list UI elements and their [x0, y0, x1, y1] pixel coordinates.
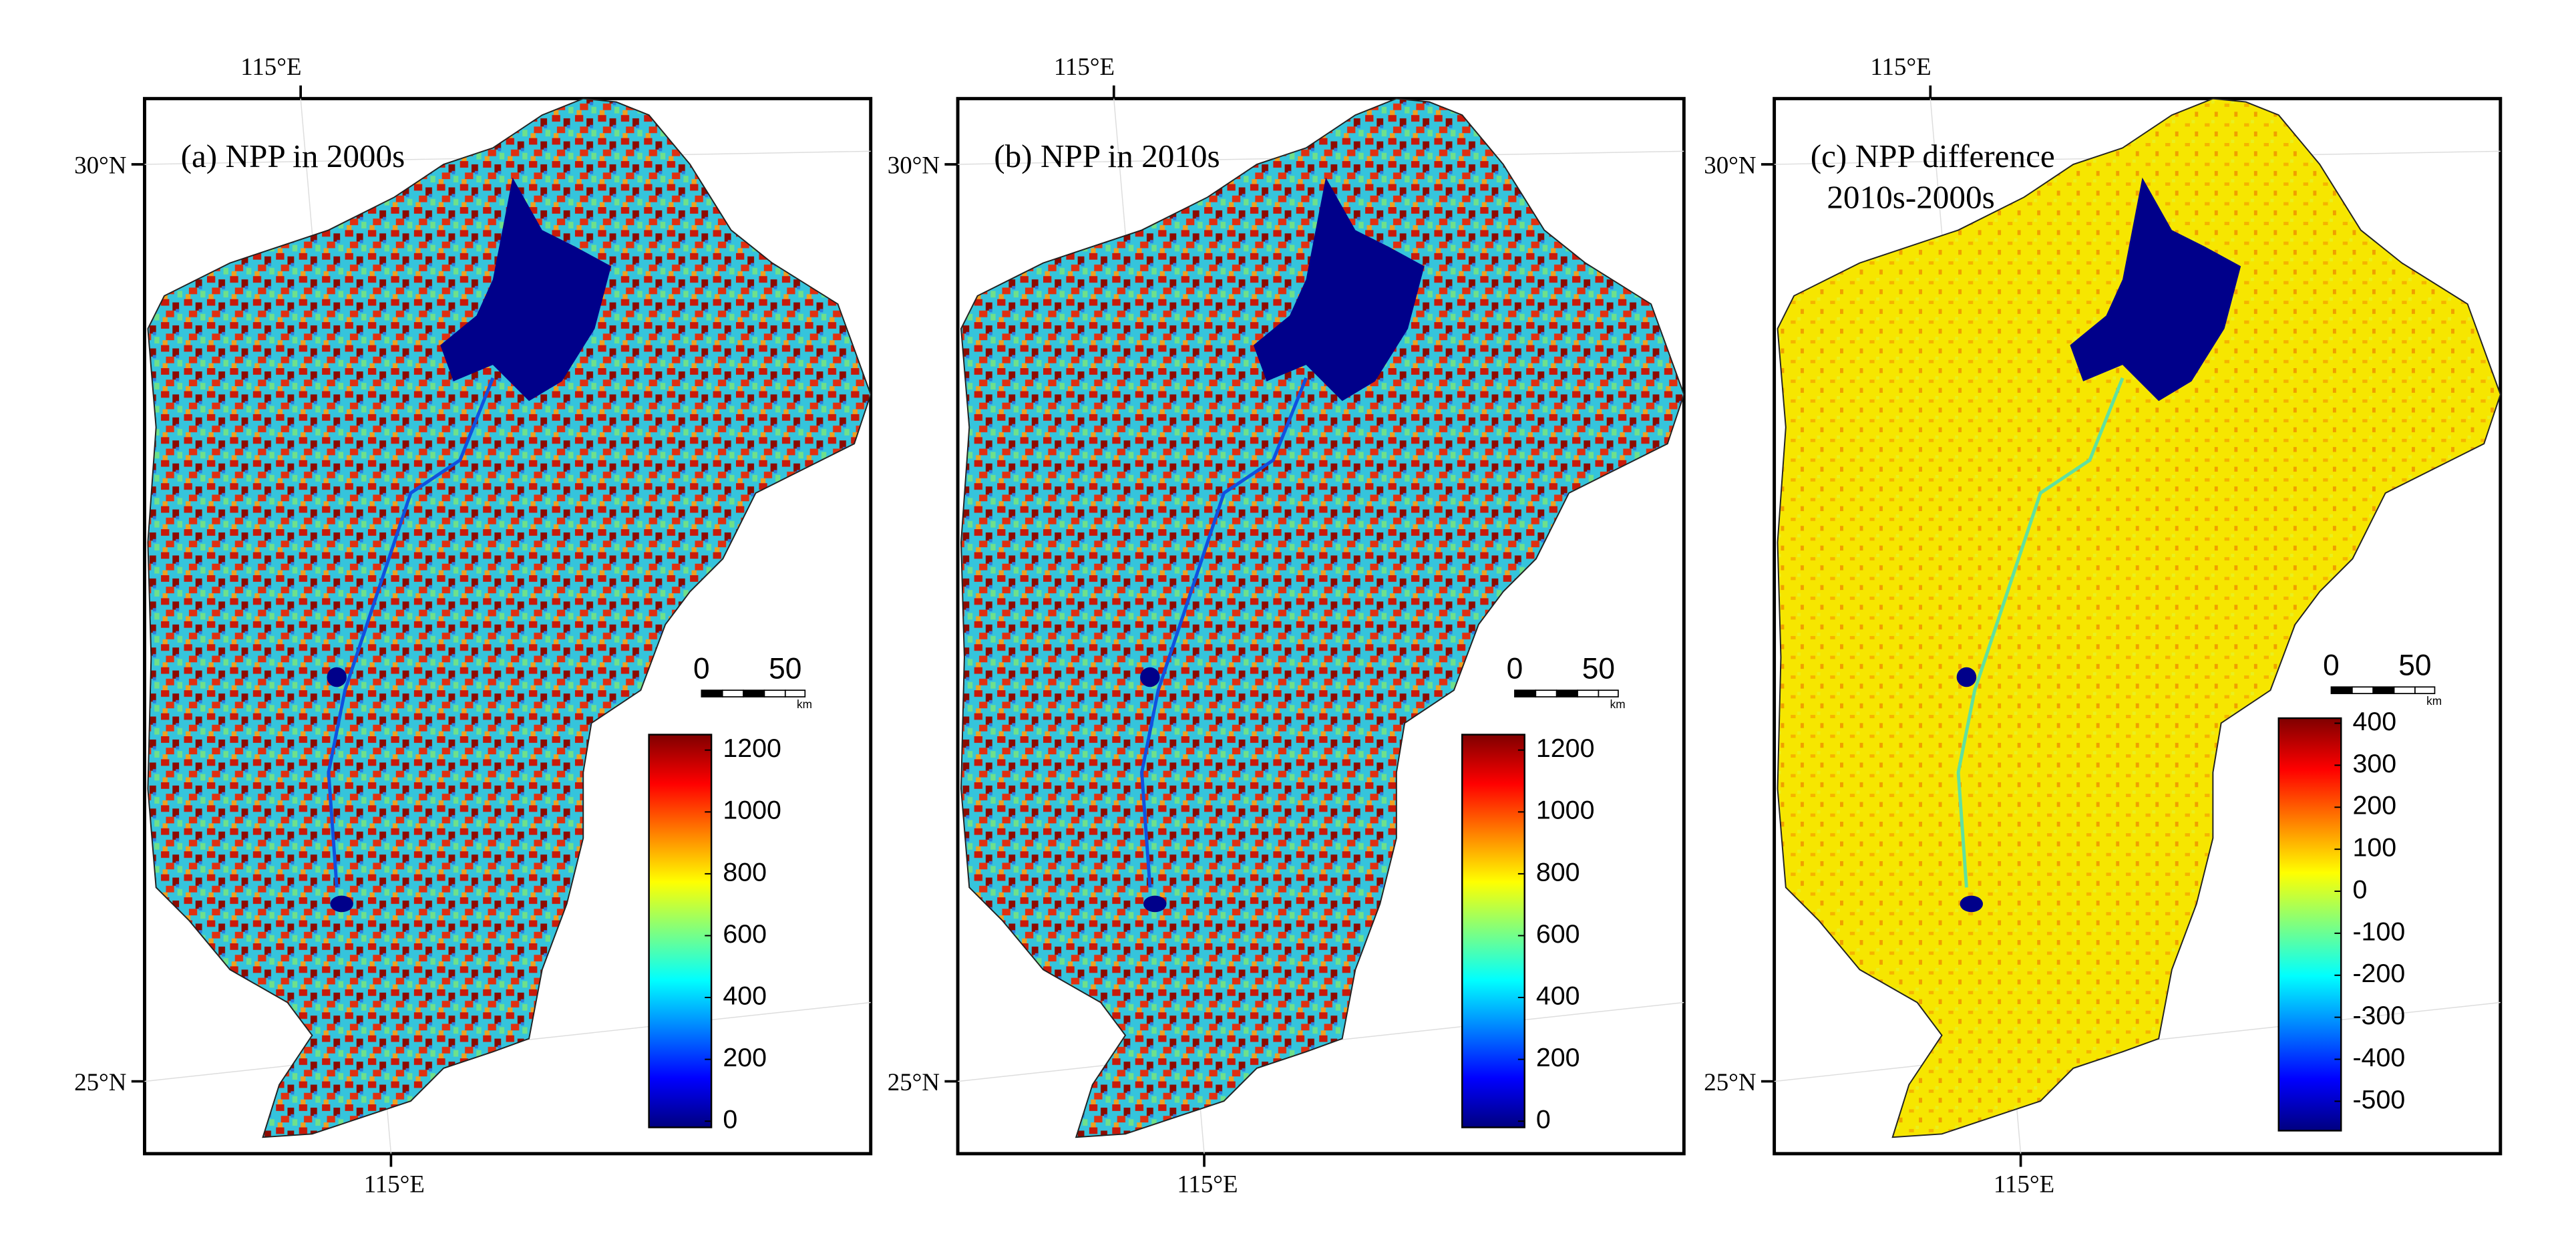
scale-bar-segment — [743, 689, 765, 697]
scale-bar-label: 0 — [1507, 652, 1523, 685]
water-body — [330, 895, 353, 913]
colorbar-tick-label: -200 — [2352, 959, 2405, 988]
lon-label: 115°E — [364, 1170, 425, 1197]
water-body — [1960, 895, 1984, 913]
water-body — [1140, 667, 1160, 687]
lat-label: 25°N — [1704, 1068, 1756, 1096]
river — [327, 377, 495, 888]
colorbar-tick-label: -100 — [2352, 917, 2405, 946]
lon-label: 115°E — [240, 53, 301, 80]
lon-label: 115°E — [1054, 53, 1115, 80]
colorbar-tick-label: 0 — [2352, 875, 2367, 904]
lon-label: 115°E — [1994, 1170, 2054, 1197]
province-map — [960, 98, 1685, 1138]
scale-bar-segment — [2393, 686, 2416, 694]
river — [1140, 377, 1308, 888]
panel-title: (b) NPP in 2010s — [994, 138, 1220, 174]
scale-bar-unit: km — [797, 697, 812, 711]
water-body — [1956, 667, 1977, 687]
panel-title: (a) NPP in 2000s — [181, 138, 405, 174]
scale-bar-segment — [2351, 686, 2374, 694]
map-panel: 115°E 115°E 30°N 25°N (a) NPP in 2000s 0 50 km 0… — [74, 53, 873, 1197]
scale-bar-segment — [721, 689, 744, 697]
colorbar-tick-label: 1200 — [1536, 734, 1595, 763]
lake — [1253, 177, 1425, 402]
colorbar-tick-label: 1000 — [723, 796, 781, 825]
scale-bar-segment — [1598, 689, 1619, 697]
scale-bar-segment — [2372, 686, 2395, 694]
scale-bar-label: 0 — [693, 652, 710, 685]
colorbar-tick-label: 400 — [723, 981, 767, 1010]
scale-bar-segment — [1535, 689, 1557, 697]
scale-bar-segment — [1577, 689, 1600, 697]
scale-bar-label: 50 — [1582, 652, 1615, 685]
colorbar-tick-label: -300 — [2352, 1001, 2405, 1030]
lat-label: 30°N — [74, 151, 126, 178]
colorbar-tick-label: 1000 — [1536, 796, 1595, 825]
colorbar — [1461, 734, 1525, 1128]
province-map — [147, 98, 872, 1138]
province-map — [1777, 98, 2501, 1138]
scale-bar-label: 50 — [769, 652, 801, 685]
scale-bar-unit: km — [1610, 697, 1626, 711]
colorbar-tick-label: 200 — [723, 1043, 767, 1072]
colorbar-tick-label: 1200 — [723, 734, 781, 763]
colorbar-tick-label: 0 — [1536, 1105, 1551, 1134]
scale-bar-label: 0 — [2323, 649, 2340, 681]
panel-title: 2010s-2000s — [1827, 178, 1994, 215]
scale-bar-unit: km — [2426, 694, 2442, 708]
scale-bar-label: 50 — [2398, 649, 2431, 681]
lake — [440, 177, 612, 402]
colorbar-tick-label: 100 — [2352, 833, 2396, 863]
scale-bar-segment — [784, 689, 806, 697]
lon-label: 115°E — [1870, 53, 1931, 80]
lon-label: 115°E — [1177, 1170, 1238, 1197]
colorbar-tick-label: 0 — [723, 1105, 737, 1134]
colorbar-tick-label: 200 — [2352, 791, 2396, 820]
lat-label: 25°N — [888, 1068, 940, 1096]
colorbar — [648, 734, 713, 1128]
colorbar-tick-label: -400 — [2352, 1043, 2405, 1072]
colorbar-tick-label: 600 — [723, 919, 767, 949]
river — [1956, 377, 2125, 888]
lat-label: 30°N — [888, 151, 940, 178]
lat-label: 30°N — [1704, 151, 1756, 178]
colorbar-tick-label: 600 — [1536, 919, 1580, 949]
water-body — [1143, 895, 1167, 913]
colorbar — [2277, 717, 2342, 1132]
scale-bar-segment — [701, 689, 723, 697]
scale-bar-segment — [1514, 689, 1537, 697]
scale-bar-segment — [2414, 686, 2436, 694]
scale-bar-segment — [1555, 689, 1578, 697]
colorbar-tick-label: 800 — [1536, 857, 1580, 887]
scale-bar-segment — [2330, 686, 2353, 694]
lake — [2070, 177, 2241, 402]
panel-title: (c) NPP difference — [1811, 138, 2055, 174]
lat-label: 25°N — [74, 1068, 126, 1096]
colorbar-tick-label: 400 — [1536, 981, 1580, 1010]
colorbar-tick-label: 300 — [2352, 749, 2396, 778]
colorbar-tick-label: 400 — [2352, 707, 2396, 736]
colorbar-tick-label: 200 — [1536, 1043, 1580, 1072]
map-panel: 115°E 115°E 30°N 25°N (b) NPP in 2010s 0 50 km 0… — [888, 53, 1686, 1197]
map-panel: 115°E 115°E 30°N 25°N (c) NPP difference 2010… — [1704, 53, 2503, 1197]
colorbar-tick-label: 800 — [723, 857, 767, 887]
colorbar-tick-label: -500 — [2352, 1085, 2405, 1114]
water-body — [327, 667, 347, 687]
scale-bar-segment — [763, 689, 786, 697]
